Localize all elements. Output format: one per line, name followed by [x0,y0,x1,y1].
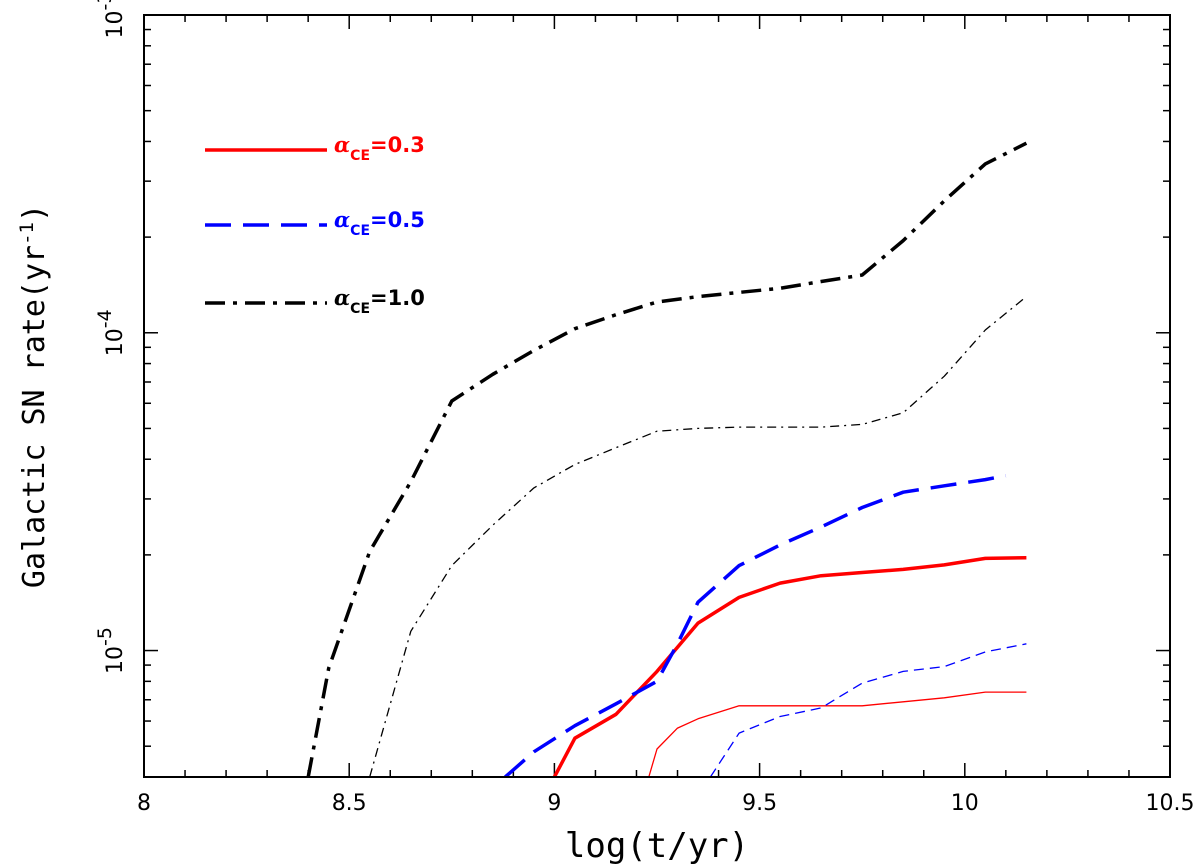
x-tick-label: 8 [137,791,151,816]
legend-item: αCE=1.0 [205,285,425,317]
y-tick-label: 10-4 [94,309,128,356]
x-tick-label: 10.5 [1146,791,1195,816]
legend-item: αCE=0.3 [205,132,425,164]
x-tick-label: 9 [547,791,561,816]
y-axis-label-exponent: -1 [16,222,38,245]
legend-label: αCE=1.0 [334,285,425,317]
series-line-4 [306,141,1028,777]
x-tick-label: 10 [951,791,979,816]
series-line-1 [648,691,1027,777]
series-line-5 [369,296,1027,777]
x-axis-label: log(t/yr) [565,826,749,866]
series-line-2 [504,473,1007,777]
y-axis-label-prefix: Galactic SN rate(yr [17,245,52,588]
series-line-3 [709,643,1027,777]
x-tick-label: 9.5 [742,791,777,816]
axis-ticks [143,15,1171,778]
y-tick-label: 10-5 [94,627,128,674]
y-axis-label: Galactic SN rate(yr-1) [16,204,52,588]
legend: αCE=0.3 αCE=0.5 αCE=1.0 [205,132,425,317]
tick-labels: 8 8.5 9 9.5 10 10.5 10-5 10-4 10-3 [94,0,1194,816]
legend-item: αCE=0.5 [205,207,425,239]
y-axis-label-suffix: ) [17,204,52,222]
series-line-0 [552,555,1027,777]
y-tick-label: 10-3 [94,0,128,38]
x-tick-label: 8.5 [332,791,367,816]
legend-label: αCE=0.5 [334,207,425,239]
plot-frame [143,14,1171,778]
series-layer [306,141,1028,777]
legend-label: αCE=0.3 [334,132,425,164]
